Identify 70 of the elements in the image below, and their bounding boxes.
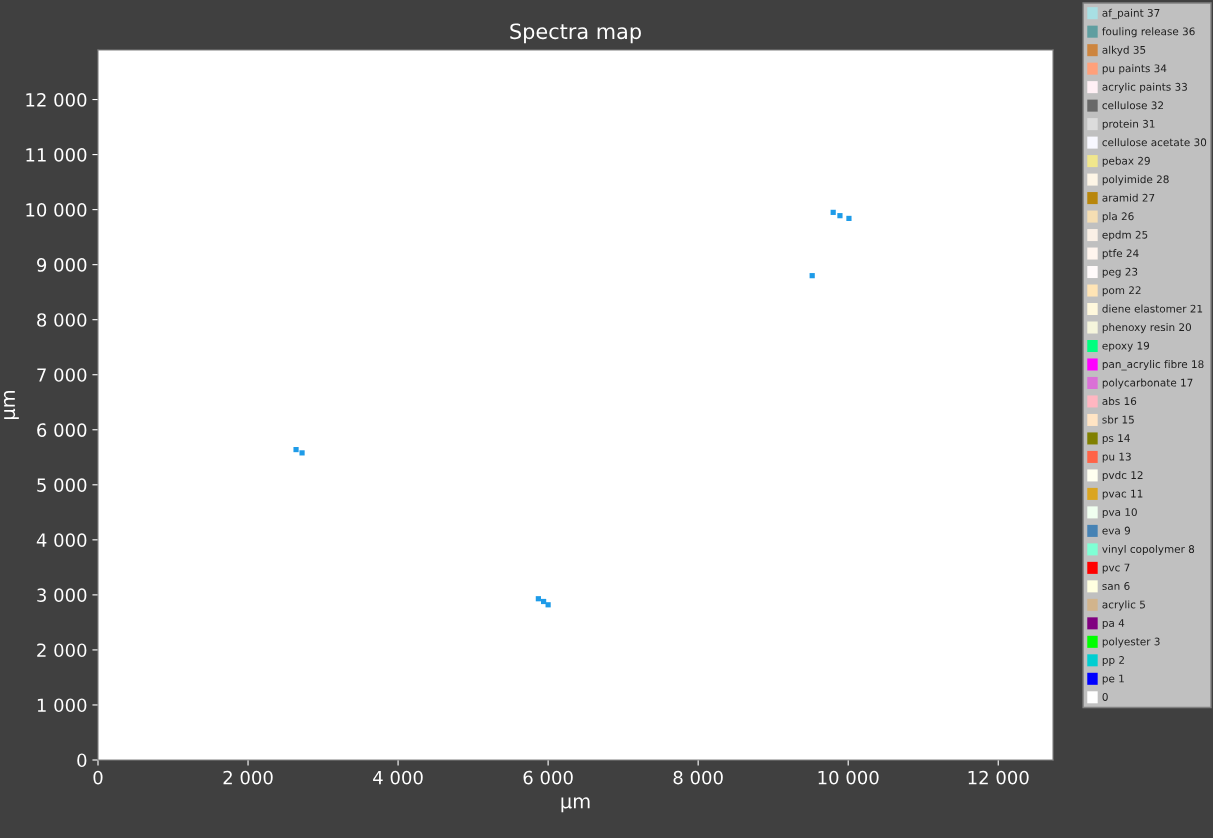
x-tick-label: 10 000: [818, 770, 879, 785]
legend-label: pebax 29: [1102, 156, 1150, 167]
x-axis-title: µm: [561, 797, 590, 813]
legend-label: acrylic 5: [1102, 600, 1145, 611]
point: [545, 602, 551, 608]
y-tick-label: 10 000: [26, 203, 87, 217]
legend-label: pvac 11: [1102, 489, 1143, 500]
legend-label: cellulose acetate 30: [1102, 138, 1207, 147]
legend-label: epoxy 19: [1102, 341, 1150, 352]
legend-label: cellulose 32: [1102, 101, 1163, 110]
point: [809, 273, 815, 279]
y-tick-label: 1 000: [37, 698, 87, 713]
y-tick-label: 0: [77, 753, 87, 768]
point: [541, 598, 547, 605]
legend-label: pp 2: [1102, 656, 1124, 666]
x-tick-label: 12 000: [968, 770, 1029, 785]
legend-label: sbr 15: [1102, 415, 1134, 424]
legend-label: ps 14: [1102, 434, 1130, 445]
y-axis-title: µm: [3, 390, 19, 419]
y-tick-label: 3 000: [37, 588, 87, 602]
chart-title: Spectra map: [510, 23, 641, 44]
point: [293, 446, 299, 453]
legend-label: af_paint 37: [1102, 8, 1160, 20]
point: [837, 213, 843, 219]
legend-label: abs 16: [1102, 397, 1137, 406]
y-tick-label: 9 000: [37, 258, 87, 272]
legend-label: pe 1: [1102, 674, 1124, 685]
legend-label: epdm 25: [1102, 230, 1148, 241]
legend-label: pu paints 34: [1102, 64, 1167, 75]
y-tick-label: 6 000: [37, 423, 87, 437]
legend-label: protein 31: [1102, 119, 1155, 130]
x-tick-label: 2 000: [223, 770, 273, 785]
legend-label: fouling release 36: [1102, 27, 1195, 38]
x-tick-label: 4 000: [373, 770, 423, 785]
point: [830, 209, 836, 215]
y-tick-label: 12 000: [26, 92, 87, 107]
legend-label: pva 10: [1102, 508, 1137, 519]
legend-label: 0: [1102, 693, 1108, 701]
legend-label: pvc 7: [1102, 563, 1130, 574]
y-tick-label: 8 000: [37, 313, 87, 327]
x-tick-label: 6 000: [523, 770, 573, 785]
legend-label: acrylic paints 33: [1102, 82, 1187, 93]
x-tick-label: 8 000: [673, 770, 723, 785]
legend-label: san 6: [1102, 582, 1130, 590]
legend-label: polyimide 28: [1102, 175, 1169, 186]
y-tick-label: 5 000: [37, 478, 87, 492]
legend-label: vinyl copolymer 8: [1102, 544, 1195, 556]
legend-label: pu 13: [1102, 452, 1131, 463]
x-tick-label: 0: [93, 770, 103, 785]
legend-label: pa 4: [1102, 619, 1125, 629]
legend-label: ptfe 24: [1102, 249, 1139, 260]
legend-label: diene elastomer 21: [1102, 304, 1203, 313]
point: [846, 215, 852, 222]
legend-label: pvdc 12: [1102, 470, 1143, 482]
y-tick-label: 7 000: [37, 368, 87, 382]
legend-label: alkyd 35: [1102, 45, 1146, 56]
legend-label: eva 9: [1102, 526, 1131, 535]
legend-label: polycarbonate 17: [1102, 378, 1193, 389]
legend-label: pan_acrylic fibre 18: [1102, 360, 1204, 371]
legend-label: pom 22: [1102, 286, 1141, 297]
legend-label: pla 26: [1102, 212, 1134, 223]
legend-label: aramid 27: [1102, 193, 1155, 202]
legend-label: polyester 3: [1102, 637, 1160, 648]
y-tick-label: 2 000: [37, 643, 87, 658]
legend-label: peg 23: [1102, 267, 1138, 278]
point: [535, 596, 541, 602]
y-tick-label: 4 000: [36, 533, 87, 547]
legend-label: phenoxy resin 20: [1102, 323, 1192, 334]
y-tick-label: 11 000: [26, 148, 87, 162]
point: [299, 450, 305, 456]
